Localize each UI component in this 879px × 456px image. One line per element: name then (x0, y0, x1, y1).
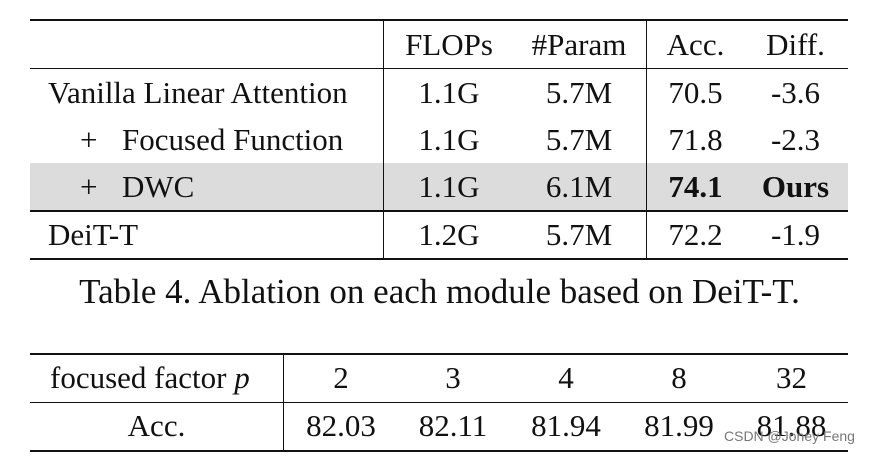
t5-header-val-5: 32 (776, 360, 807, 395)
highlighted-row-bg (30, 163, 848, 210)
top-rule (30, 19, 848, 21)
header-rule (30, 68, 848, 69)
t5-acc-1: 82.03 (306, 408, 376, 443)
row3-acc: 74.1 (668, 169, 723, 204)
row3-flops: 1.1G (418, 169, 480, 204)
row2-flops: 1.1G (418, 122, 480, 157)
t5-acc-4: 81.99 (644, 408, 714, 443)
row-label-focused-function: Focused Function (122, 122, 344, 157)
row3-diff: Ours (761, 169, 830, 204)
row-label-dwc: DWC (122, 169, 195, 204)
header-acc: Acc. (666, 27, 725, 62)
t5-header-var: p (234, 360, 250, 395)
col-sep-2 (646, 20, 647, 259)
row2-diff: -2.3 (770, 122, 821, 157)
row4-acc: 72.2 (668, 217, 723, 252)
row2-acc: 71.8 (668, 122, 723, 157)
t5-header-text: focused factor (50, 360, 227, 395)
row1-diff: -3.6 (770, 75, 821, 110)
col-sep-1 (383, 20, 384, 259)
t5-header-label: focused factor p (50, 358, 250, 398)
row4-params: 5.7M (545, 217, 613, 252)
t5-bottom-rule (30, 450, 848, 452)
row4-flops: 1.2G (418, 217, 480, 252)
bottom-rule (30, 258, 848, 260)
row2-params: 5.7M (545, 122, 613, 157)
row2-plus: + (80, 122, 98, 157)
watermark-text: CSDN @Joney Feng (724, 428, 855, 444)
t5-top-rule (30, 353, 848, 355)
t5-header-val-2: 3 (445, 360, 461, 395)
row3-params: 6.1M (545, 169, 613, 204)
header-params: #Param (531, 27, 627, 62)
t5-acc-5: 81.88 (756, 408, 827, 443)
row1-acc: 70.5 (668, 75, 723, 110)
row-label-vanilla: Vanilla Linear Attention (48, 75, 348, 110)
t5-header-rule (30, 402, 848, 403)
header-flops: FLOPs (405, 27, 493, 62)
t5-header-val-4: 8 (671, 360, 687, 395)
row1-params: 5.7M (545, 75, 613, 110)
t5-col-sep (283, 354, 284, 451)
header-diff: Diff. (766, 27, 825, 62)
t5-acc-2: 82.11 (418, 408, 488, 443)
t5-acc-3: 81.94 (531, 408, 601, 443)
table-4-caption: Table 4. Ablation on each module based o… (79, 272, 800, 311)
row4-diff: -1.9 (770, 217, 821, 252)
mid-rule (30, 210, 848, 212)
row3-plus: + (80, 169, 98, 204)
row1-flops: 1.1G (418, 75, 480, 110)
t5-header-val-3: 4 (558, 360, 574, 395)
t5-header-val-1: 2 (333, 360, 349, 395)
row-label-deit-t: DeiT-T (48, 217, 139, 252)
t5-row-label: Acc. (127, 408, 186, 443)
